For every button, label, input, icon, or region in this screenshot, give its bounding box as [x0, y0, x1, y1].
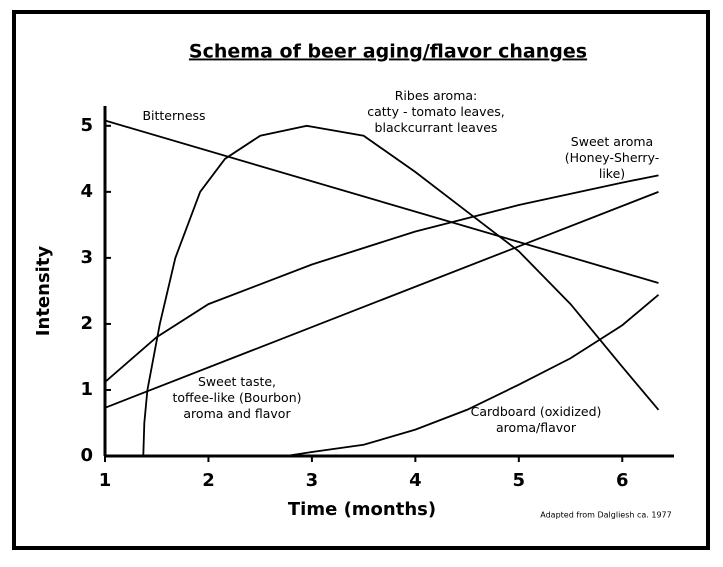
x-tick-label: 4 [409, 470, 422, 491]
source-note: Adapted from Dalgliesh ca. 1977 [540, 511, 672, 520]
y-tick-label: 2 [80, 313, 93, 334]
x-tick-label: 3 [306, 470, 319, 491]
y-tick-label: 5 [80, 115, 93, 136]
y-tick-label: 4 [80, 181, 93, 202]
y-tick-label: 3 [80, 247, 93, 268]
chart-title: Schema of beer aging/flavor changes [189, 41, 587, 63]
series-line [104, 174, 659, 383]
x-tick-label: 6 [616, 470, 629, 491]
series-label: Bitterness [142, 108, 206, 123]
y-axis-label: Intensity [33, 246, 54, 337]
y-tick-label: 0 [80, 445, 93, 466]
series-label: Sweet taste, toffee-like (Bourbon) aroma… [172, 374, 302, 421]
series-label: Cardboard (oxidized) aroma/flavor [470, 404, 602, 435]
y-tick-label: 1 [80, 379, 93, 400]
series-line [104, 119, 659, 284]
x-axis-label: Time (months) [288, 499, 436, 520]
frame [12, 10, 710, 550]
series-label: Sweet aroma (Honey-Sherry-like) [564, 134, 660, 181]
x-tick-label: 2 [202, 470, 215, 491]
x-tick-label: 5 [513, 470, 526, 491]
series-line [104, 191, 659, 409]
series-line [142, 124, 660, 457]
series-label: Ribes aroma: catty - tomato leaves, blac… [367, 88, 505, 135]
series-line [285, 294, 660, 457]
x-tick-label: 1 [99, 470, 112, 491]
